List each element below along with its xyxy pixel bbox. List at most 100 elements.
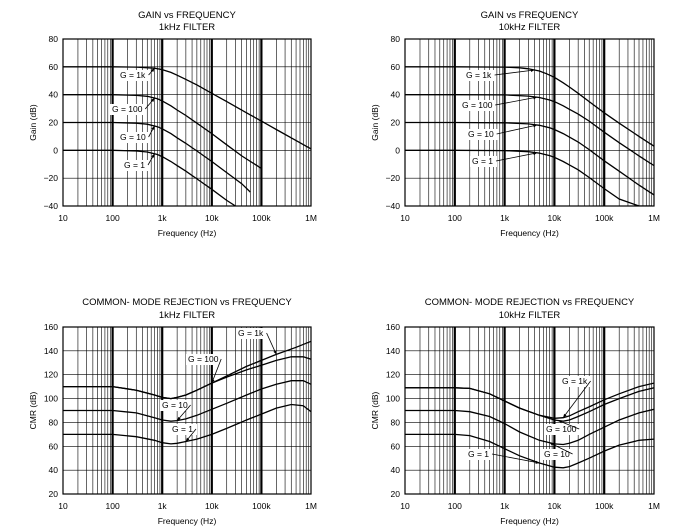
series-label: G = 1k [562, 376, 588, 386]
x-tick-label: 100 [448, 213, 462, 223]
y-tick-label: 160 [386, 322, 400, 332]
leader-arrowhead [563, 413, 567, 418]
series-label: G = 100 [112, 104, 143, 114]
series-label: G = 1k [120, 70, 146, 80]
leader-arrowhead [533, 124, 538, 128]
leader-arrowhead [273, 350, 277, 355]
y-tick-label: 20 [49, 118, 59, 128]
y-tick-label: 80 [391, 34, 401, 44]
series-label-background [466, 129, 498, 140]
y-tick-label: 160 [44, 322, 58, 332]
chart-4: COMMON- MODE REJECTION vs FREQUENCY 10kHz… [370, 297, 660, 526]
y-tick-label: 80 [49, 417, 59, 427]
leader-arrowhead [185, 437, 190, 442]
x-tick-label: 10k [548, 501, 562, 511]
leader-arrowhead [211, 379, 215, 384]
leader-line [496, 124, 538, 135]
y-tick-label: 0 [395, 145, 400, 155]
x-tick-label: 1M [648, 501, 660, 511]
series-line [405, 66, 654, 147]
y-tick-label: 140 [44, 346, 58, 356]
leader-line [495, 152, 538, 162]
y-tick-label: 20 [49, 489, 59, 499]
chart-title: GAIN vs FREQUENCY [481, 10, 579, 21]
y-tick-label: 140 [386, 346, 400, 356]
series-label-background [186, 354, 223, 365]
y-tick-label: 20 [391, 118, 401, 128]
chart-subtitle: 10kHz FILTER [499, 22, 561, 33]
series-label: G = 1 [124, 160, 145, 170]
y-tick-label: −20 [386, 173, 401, 183]
x-tick-label: 10k [548, 213, 562, 223]
y-tick-label: 40 [391, 465, 401, 475]
series-label-background [170, 424, 197, 435]
x-tick-label: 100k [595, 213, 614, 223]
series-label-background [466, 449, 493, 460]
chart-title: GAIN vs FREQUENCY [138, 10, 236, 21]
series-label: G = 10 [468, 129, 494, 139]
series-line [405, 121, 654, 196]
leader-arrowhead [535, 460, 540, 464]
series-line [63, 94, 262, 169]
y-tick-label: 80 [49, 34, 59, 44]
y-tick-label: 60 [49, 441, 59, 451]
y-tick-label: 20 [391, 489, 401, 499]
leader-line [562, 380, 591, 418]
y-tick-label: 120 [386, 370, 400, 380]
leader-line [211, 358, 222, 384]
x-tick-label: 100k [595, 501, 614, 511]
y-axis-label: Gain (dB) [370, 104, 380, 141]
series-line [63, 149, 236, 206]
leader-arrowhead [177, 416, 181, 421]
y-tick-label: −20 [44, 173, 59, 183]
x-tick-label: 10k [205, 213, 219, 223]
series-label-background [160, 400, 192, 411]
series-label-background [560, 376, 592, 387]
x-axis-label: Frequency (Hz) [500, 228, 559, 238]
chart-3: COMMON- MODE REJECTION vs FREQUENCY 1kHz … [28, 297, 317, 526]
x-tick-label: 1M [305, 501, 317, 511]
leader-arrowhead [533, 96, 538, 100]
leader-line [495, 96, 538, 106]
x-axis-label: Frequency (Hz) [500, 516, 559, 526]
leader-arrowhead [151, 153, 155, 158]
y-tick-label: 40 [49, 90, 59, 100]
y-axis-label: CMR (dB) [370, 391, 380, 429]
x-tick-label: 10 [400, 501, 410, 511]
y-tick-label: 120 [44, 370, 58, 380]
x-axis-label: Frequency (Hz) [158, 228, 217, 238]
x-tick-label: 10 [400, 213, 410, 223]
series-line [405, 408, 654, 446]
leader-arrowhead [150, 68, 155, 73]
series-line [63, 356, 311, 400]
x-axis-label: Frequency (Hz) [158, 516, 217, 526]
series-label-background [118, 132, 150, 143]
series-line [405, 433, 654, 469]
leader-line [266, 332, 277, 355]
series-label: G = 100 [462, 100, 493, 110]
series-label-background [110, 104, 147, 115]
y-axis-label: CMR (dB) [28, 391, 38, 429]
series-line [405, 94, 654, 167]
x-tick-label: 100k [252, 501, 271, 511]
series-label-background [470, 156, 497, 167]
y-tick-label: 100 [386, 394, 400, 404]
x-tick-label: 1M [305, 213, 317, 223]
series-label: G = 1k [238, 328, 264, 338]
series-line [63, 380, 311, 422]
series-label: G = 100 [546, 424, 577, 434]
series-label: G = 100 [188, 354, 219, 364]
x-tick-label: 1M [648, 213, 660, 223]
x-tick-label: 1k [500, 501, 510, 511]
y-tick-label: 0 [53, 145, 58, 155]
series-label-background [118, 70, 150, 81]
series-label: G = 1 [172, 424, 193, 434]
x-tick-label: 10 [58, 213, 68, 223]
series-label-background [236, 328, 268, 339]
x-tick-label: 100k [252, 213, 271, 223]
y-tick-label: 40 [49, 465, 59, 475]
chart-title: COMMON- MODE REJECTION vs FREQUENCY [425, 297, 635, 308]
